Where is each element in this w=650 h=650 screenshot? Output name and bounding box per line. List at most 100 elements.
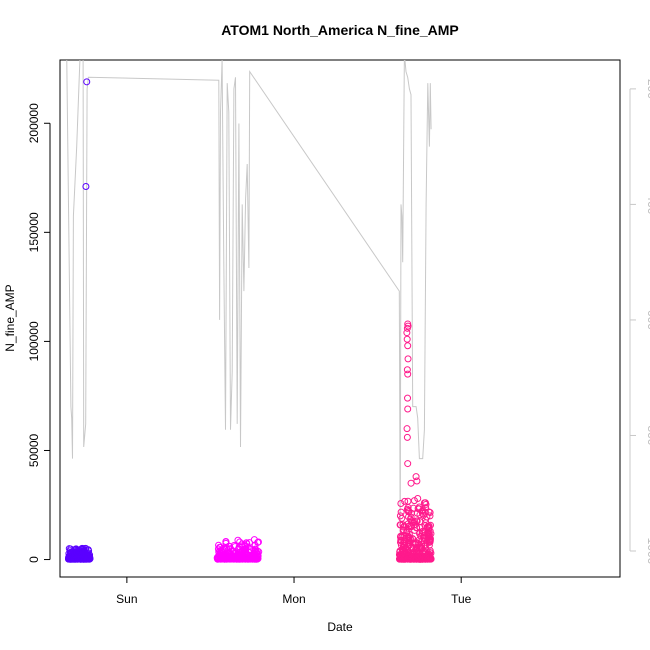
data-point [396,555,404,563]
y2-tick-label: 400 [645,194,650,214]
y2-tick-label: 1000 [645,538,650,565]
data-point [66,551,74,559]
data-point [422,552,430,560]
data-point [222,538,230,546]
data-point [254,538,262,546]
data-point [426,536,434,544]
data-point [396,521,404,529]
data-point [413,524,421,532]
data-point [422,541,430,549]
y-tick-label: 200000 [27,103,41,143]
data-point [407,479,415,487]
data-point [425,508,433,516]
data-point [251,553,259,561]
x-tick-label: Mon [282,592,305,606]
data-point [71,551,79,559]
data-point [214,553,222,561]
data-point [403,329,411,337]
x-tick-label: Sun [116,592,137,606]
data-point [66,555,74,563]
data-point [403,552,411,560]
data-point [406,521,414,529]
points-layer [64,78,435,563]
data-point [83,78,91,86]
data-point [241,555,249,563]
data-point [403,335,411,343]
data-point [403,545,411,553]
data-point [400,522,408,530]
data-point [418,509,426,517]
y2-tick-label: 200 [645,79,650,99]
data-point [412,538,420,546]
data-point [251,545,259,553]
data-point [216,543,224,551]
data-point [426,512,434,520]
data-point [84,555,92,563]
data-point [396,551,404,559]
data-point [403,324,411,332]
x-axis: Sun Mon Tue [116,576,472,606]
y2-axis: 200 400 600 800 1000 [629,79,650,565]
data-point [399,536,407,544]
data-point [412,473,420,481]
data-point [426,547,434,555]
data-point [240,546,248,554]
data-point [403,433,411,441]
data-point [221,545,229,553]
series-1 [64,78,94,563]
data-point [425,529,433,537]
data-point [420,499,428,507]
data-point [218,553,226,561]
y2-tick-label: 600 [645,310,650,330]
data-point [396,548,404,556]
data-point [222,539,230,547]
chart-title: ATOM1 North_America N_fine_AMP [221,22,459,38]
plot-frame [59,59,621,578]
data-point [420,528,428,536]
secondary-line-layer [66,60,432,540]
data-point [236,553,244,561]
data-point [238,548,246,556]
series-2 [213,536,263,563]
data-point [82,183,90,191]
data-point [397,500,405,508]
data-point [404,460,412,468]
data-point [416,530,424,538]
y-axis-label: N_fine_AMP [3,284,17,351]
data-point [234,536,242,544]
plot-area [64,60,435,563]
secondary-series-line [66,60,432,540]
data-point [405,552,413,560]
data-point [243,540,251,548]
y-tick-label: 150000 [27,212,41,252]
data-point [401,497,409,505]
data-point [232,552,240,560]
y-tick-label: 100000 [27,321,41,361]
data-point [397,508,405,516]
data-point [404,370,412,378]
data-point [413,555,421,563]
data-point [410,497,418,505]
data-point [422,515,430,523]
y-tick-label: 0 [27,556,41,563]
data-point [404,355,412,363]
data-point [229,548,237,556]
data-point [403,425,411,433]
data-point [404,504,412,512]
y-tick-label: 50000 [27,433,41,467]
data-point [400,526,408,534]
data-point [422,555,430,563]
data-point [406,551,414,559]
y-axis: 0 50000 100000 150000 200000 [27,103,51,563]
data-point [405,534,413,542]
data-point [404,394,412,402]
x-axis-label: Date [327,620,353,634]
data-point [404,405,412,413]
series-3 [395,320,435,563]
data-point [404,342,412,350]
data-point [403,366,411,374]
data-point [404,520,412,528]
data-point [223,555,231,563]
data-point [398,533,406,541]
